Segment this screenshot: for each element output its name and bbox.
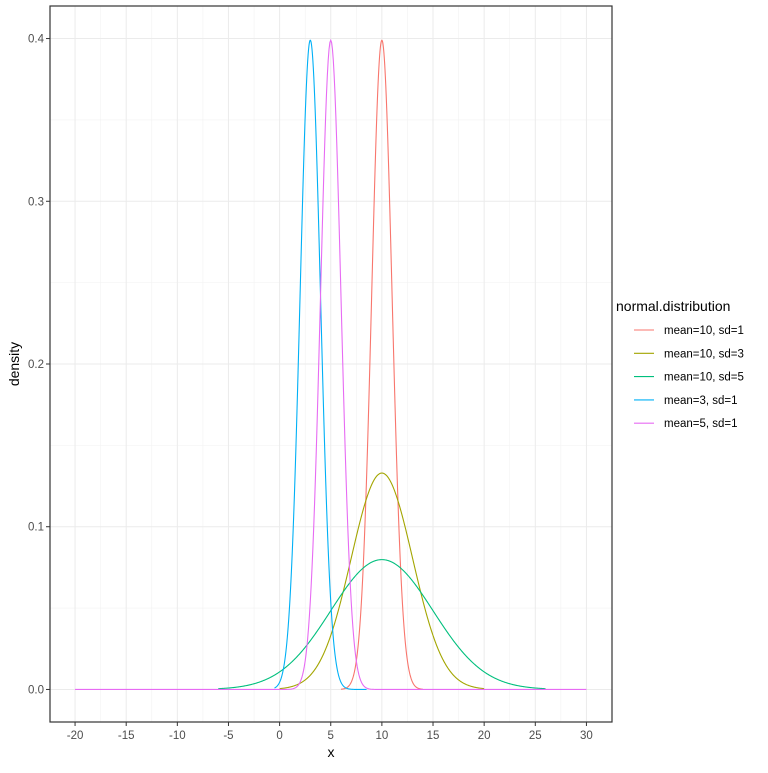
grid bbox=[50, 6, 612, 722]
legend-label: mean=5, sd=1 bbox=[664, 418, 738, 430]
series-line bbox=[218, 559, 546, 690]
y-tick-label: 0.2 bbox=[28, 359, 44, 371]
y-axis: 0.0 0.1 0.2 0.3 0.4 bbox=[28, 34, 50, 696]
x-tick-label: 0 bbox=[276, 730, 282, 742]
legend-label: mean=10, sd=1 bbox=[664, 325, 744, 337]
x-tick-label: -15 bbox=[118, 730, 135, 742]
legend-label: mean=3, sd=1 bbox=[664, 395, 738, 407]
y-axis-label: density bbox=[6, 342, 22, 386]
legend-label: mean=10, sd=5 bbox=[664, 372, 744, 384]
x-tick-label: 20 bbox=[478, 730, 491, 742]
legend-title: normal.distribution bbox=[616, 298, 730, 314]
series-line bbox=[340, 39, 423, 690]
x-tick-label: 25 bbox=[529, 730, 542, 742]
y-tick-label: 0.4 bbox=[28, 34, 45, 46]
y-tick-label: 0.0 bbox=[28, 684, 44, 696]
x-axis: -20 -15 -10 -5 0 5 10 15 20 25 30 bbox=[67, 722, 593, 742]
y-tick-label: 0.1 bbox=[28, 522, 44, 534]
series-line bbox=[274, 39, 367, 690]
legend-label: mean=10, sd=3 bbox=[664, 348, 744, 360]
x-tick-label: -20 bbox=[67, 730, 84, 742]
x-tick-label: 10 bbox=[375, 730, 388, 742]
x-tick-label: 30 bbox=[580, 730, 593, 742]
legend: normal.distribution mean=10, sd=1 mean=10… bbox=[616, 298, 744, 430]
series-line bbox=[279, 472, 485, 690]
y-tick-label: 0.3 bbox=[28, 196, 44, 208]
x-tick-label: -5 bbox=[223, 730, 233, 742]
series-lines bbox=[75, 38, 587, 690]
x-tick-label: 15 bbox=[427, 730, 440, 742]
x-axis-label: x bbox=[328, 744, 335, 760]
series-line bbox=[75, 38, 587, 690]
x-tick-label: -10 bbox=[169, 730, 186, 742]
x-tick-label: 5 bbox=[328, 730, 334, 742]
